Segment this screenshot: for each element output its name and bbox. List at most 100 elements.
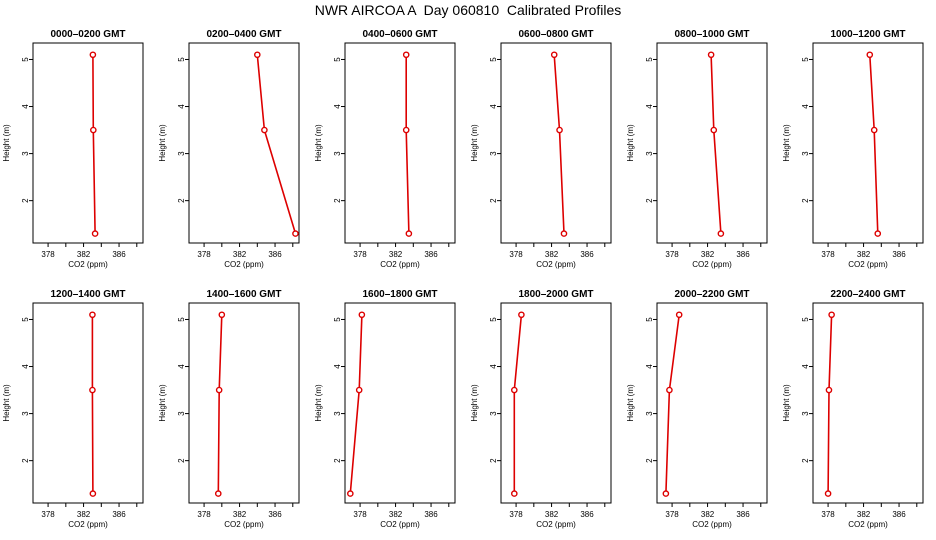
- chart-3-y-tick-label: 3: [333, 151, 342, 156]
- chart-3-y-label: Height (m): [314, 124, 323, 162]
- chart-1-x-tick-label: 386: [112, 250, 126, 259]
- chart-1-data-point: [90, 126, 97, 134]
- chart-1-data-point: [91, 230, 99, 237]
- chart-12-x-tick-label: 382: [857, 510, 871, 519]
- chart-3-frame: [344, 42, 456, 244]
- chart-9-y-tick-label: 4: [333, 364, 342, 369]
- chart-7-data-point: [89, 386, 96, 394]
- chart-10-x-tick-label: 382: [545, 510, 559, 519]
- chart-8-y-tick-label: 5: [177, 317, 186, 322]
- chart-11-y-tick-label: 3: [645, 411, 654, 416]
- chart-7-profile-line: [91, 314, 94, 494]
- chart-9-title: 1600–1800 GMT: [362, 289, 437, 300]
- chart-5-profile-line: [710, 54, 722, 234]
- chart-7-x-label: CO2 (ppm): [68, 520, 108, 529]
- chart-7-y-label: Height (m): [2, 384, 11, 422]
- chart-11-x-tick-label: 382: [701, 510, 715, 519]
- chart-11-title: 2000–2200 GMT: [674, 289, 749, 300]
- chart-12-y-tick-label: 5: [801, 317, 810, 322]
- chart-4-data-point: [550, 51, 558, 59]
- chart-5-y-tick-label: 5: [645, 57, 654, 62]
- chart-8-x-label: CO2 (ppm): [224, 520, 264, 529]
- chart-2-data-point: [254, 51, 261, 59]
- chart-8-x-tick-label: 378: [197, 510, 211, 519]
- chart-3-x-label: CO2 (ppm): [380, 260, 420, 269]
- chart-9-data-point: [358, 311, 366, 319]
- chart-3-y-tick-label: 5: [333, 57, 342, 62]
- chart-6-data-point: [874, 230, 882, 237]
- chart-8-title: 1400–1600 GMT: [206, 289, 281, 300]
- chart-1-x-tick-label: 382: [77, 250, 91, 259]
- chart-5-x-tick-label: 382: [701, 250, 715, 259]
- chart-5-y-label: Height (m): [626, 124, 635, 162]
- chart-9-y-tick-label: 2: [333, 458, 342, 463]
- chart-11-y-tick-label: 2: [645, 458, 654, 463]
- chart-5-x-tick-label: 378: [665, 250, 679, 259]
- chart-6-y-label: Height (m): [782, 124, 791, 162]
- chart-7-x-tick-label: 386: [112, 510, 126, 519]
- chart-10-x-label: CO2 (ppm): [536, 520, 576, 529]
- chart-11-x-label: CO2 (ppm): [692, 520, 732, 529]
- chart-9-frame: [344, 302, 456, 504]
- chart-11-y-label: Height (m): [626, 384, 635, 422]
- chart-12-y-label: Height (m): [782, 384, 791, 422]
- chart-12-y-tick-label: 3: [801, 411, 810, 416]
- chart-9-y-tick-label: 3: [333, 411, 342, 416]
- chart-9-data-point: [355, 386, 363, 394]
- chart-2-profile-line: [256, 54, 297, 234]
- chart-6-data-point: [870, 126, 878, 134]
- chart-6-data-point: [866, 51, 874, 59]
- chart-3-profile-line: [405, 54, 410, 234]
- chart-10-x-tick-label: 386: [580, 510, 594, 519]
- chart-5-data-point: [717, 230, 725, 237]
- chart-5-data-point: [710, 126, 718, 134]
- chart-5-y-tick-label: 3: [645, 151, 654, 156]
- chart-10-profile-line: [513, 314, 523, 494]
- chart-4-x-tick-label: 378: [509, 250, 523, 259]
- chart-5-x-tick-label: 386: [736, 250, 750, 259]
- chart-3-x-tick-label: 378: [353, 250, 367, 259]
- chart-8-x-tick-label: 382: [233, 510, 247, 519]
- chart-5-y-tick-label: 4: [645, 104, 654, 109]
- chart-12-data-point: [825, 386, 833, 394]
- chart-12-frame: [812, 302, 924, 504]
- chart-6-title: 1000–1200 GMT: [830, 29, 905, 40]
- chart-6-y-tick-label: 2: [801, 198, 810, 203]
- chart-11-y-tick-label: 5: [645, 317, 654, 322]
- chart-11-data-point: [662, 490, 670, 497]
- chart-10-data-point: [511, 386, 518, 394]
- chart-12-y-tick-label: 4: [801, 364, 810, 369]
- chart-5-data-point: [707, 51, 715, 59]
- chart-1-x-tick-label: 378: [41, 250, 55, 259]
- chart-9-x-tick-label: 378: [353, 510, 367, 519]
- chart-1-y-tick-label: 5: [21, 57, 30, 62]
- chart-5-title: 0800–1000 GMT: [674, 29, 749, 40]
- chart-4-x-label: CO2 (ppm): [536, 260, 576, 269]
- chart-1-y-label: Height (m): [2, 124, 11, 162]
- chart-2-y-tick-label: 2: [177, 198, 186, 203]
- page-title: NWR AIRCOA A Day 060810 Calibrated Profi…: [314, 2, 622, 18]
- chart-10-title: 1800–2000 GMT: [518, 289, 593, 300]
- chart-3-title: 0400–0600 GMT: [362, 29, 437, 40]
- chart-3-data-point: [405, 230, 413, 237]
- chart-11-data-point: [666, 386, 673, 394]
- chart-3-data-point: [402, 126, 410, 134]
- chart-11-x-tick-label: 386: [736, 510, 750, 519]
- chart-2-y-label: Height (m): [158, 124, 167, 162]
- chart-2-x-label: CO2 (ppm): [224, 260, 264, 269]
- chart-6-profile-line: [869, 54, 879, 234]
- chart-12-y-tick-label: 2: [801, 458, 810, 463]
- chart-6-y-tick-label: 4: [801, 104, 810, 109]
- chart-10-data-point: [518, 311, 525, 319]
- chart-8-y-tick-label: 2: [177, 458, 186, 463]
- chart-12-profile-line: [827, 314, 833, 494]
- chart-4-x-tick-label: 382: [545, 250, 559, 259]
- chart-3-x-tick-label: 386: [424, 250, 438, 259]
- chart-12-data-point: [824, 490, 832, 497]
- chart-2-y-tick-label: 4: [177, 104, 186, 109]
- chart-2-y-tick-label: 3: [177, 151, 186, 156]
- chart-10-x-tick-label: 378: [509, 510, 523, 519]
- chart-11-x-tick-label: 378: [665, 510, 679, 519]
- chart-8-data-point: [218, 311, 226, 319]
